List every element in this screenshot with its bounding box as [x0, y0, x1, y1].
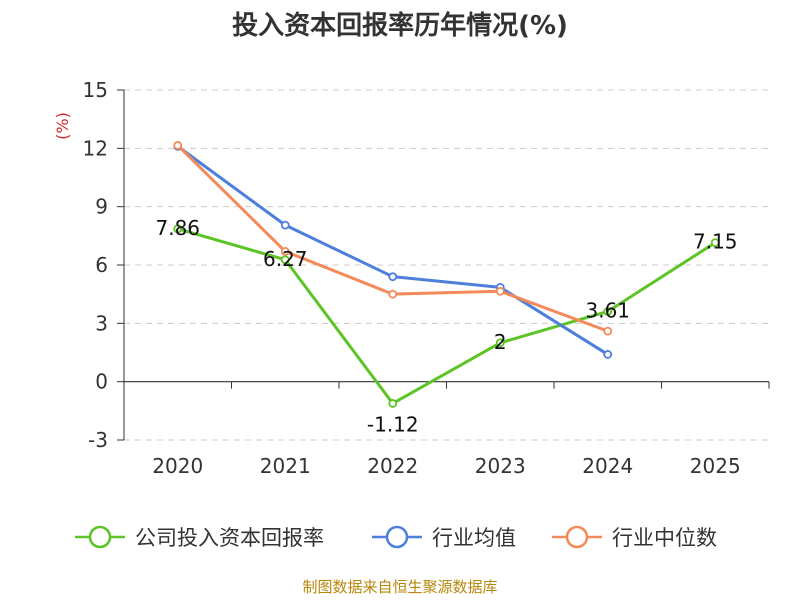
legend-marker: [385, 525, 409, 549]
legend-item[interactable]: 行业均值: [372, 525, 516, 550]
y-tick-label: 0: [95, 370, 108, 394]
legend-item[interactable]: 公司投入资本回报率: [75, 525, 324, 550]
legend-label: 行业均值: [432, 526, 516, 550]
x-tick-label: 2024: [582, 454, 633, 478]
series-point[interactable]: [603, 326, 613, 336]
series-line: [177, 227, 717, 405]
data-label: -1.12: [367, 412, 419, 436]
y-tick-label: 12: [83, 136, 108, 160]
series-point[interactable]: [495, 286, 505, 296]
series-point[interactable]: [280, 255, 290, 265]
axes: 15 12 9 6 3 0 -3 2020 2021 2022 2023 2024 2025: [83, 78, 770, 478]
x-tick-label: 2021: [260, 454, 311, 478]
grid-lines: [124, 89, 769, 441]
legend-label: 公司投入资本回报率: [135, 526, 324, 550]
series-point[interactable]: [495, 338, 505, 348]
y-tick-label: 3: [95, 311, 108, 335]
y-tick-label: 6: [95, 253, 108, 277]
series-point[interactable]: [173, 224, 183, 234]
series-point[interactable]: [388, 272, 398, 282]
series-point[interactable]: [388, 399, 398, 408]
series-point[interactable]: [388, 289, 398, 299]
y-tick-label: 9: [95, 195, 108, 219]
series-point[interactable]: [603, 350, 613, 359]
x-tick-label: 2025: [690, 454, 741, 478]
series-line: [176, 144, 609, 333]
data-label: 7.15: [693, 230, 738, 254]
legend-marker: [88, 525, 112, 549]
data-label: 6.27: [263, 247, 308, 271]
x-tick-label: 2023: [475, 454, 526, 478]
data-label: 7.86: [155, 216, 200, 240]
series-point[interactable]: [280, 246, 290, 256]
legend-marker: [565, 525, 589, 549]
legend-item[interactable]: 行业中位数: [552, 525, 717, 550]
legend[interactable]: 公司投入资本回报率 行业均值 行业中位数: [75, 525, 717, 550]
data-label: 2: [494, 330, 507, 354]
chart-title: 投入资本回报率历年情况(%): [232, 10, 568, 41]
data-labels: 7.86 6.27 -1.12 2 3.61 7.15: [155, 216, 737, 437]
series-point[interactable]: [280, 220, 290, 230]
x-tick-label: 2020: [152, 454, 203, 478]
legend-label: 行业中位数: [612, 526, 717, 550]
y-tick-label: 15: [83, 78, 108, 102]
y-axis-unit: (%): [53, 112, 72, 140]
x-tick-label: 2022: [367, 454, 418, 478]
series-layer: [173, 141, 720, 408]
source-note: 制图数据来自恒生聚源数据库: [302, 578, 497, 596]
series-point[interactable]: [710, 238, 720, 248]
data-label: 3.61: [585, 298, 630, 322]
series-point[interactable]: [603, 307, 613, 316]
series-point[interactable]: [173, 141, 183, 150]
y-tick-label: -3: [88, 428, 108, 452]
